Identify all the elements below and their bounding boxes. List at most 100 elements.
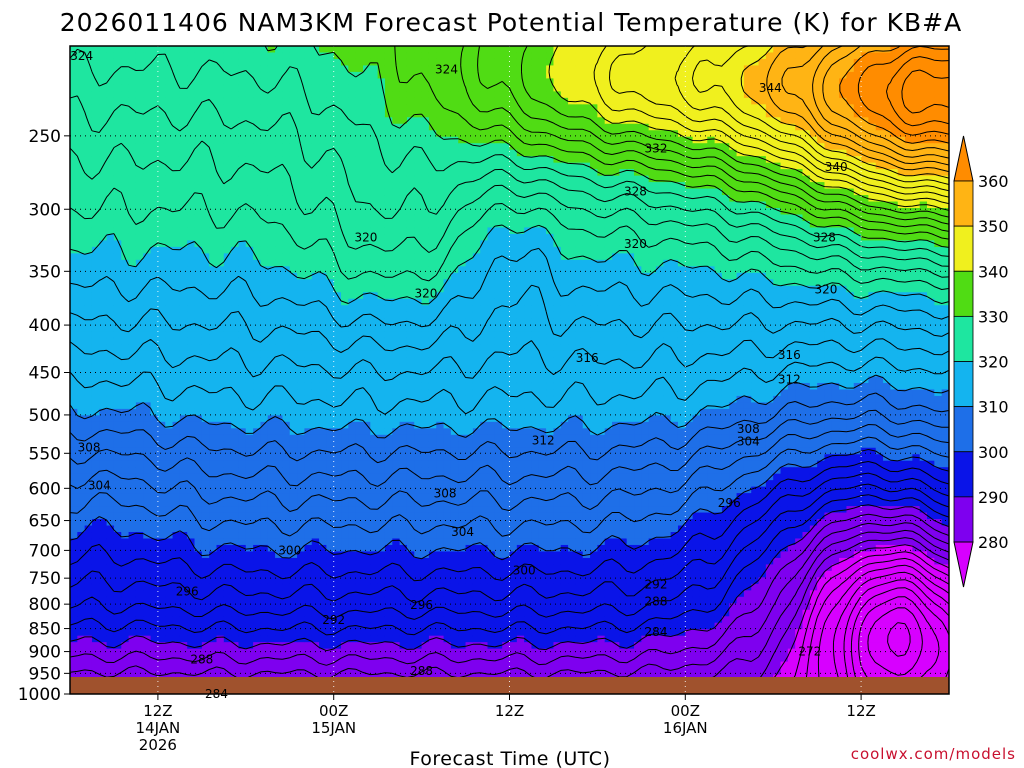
theta-cell [216,110,225,118]
theta-cell [311,642,320,650]
theta-cell [267,447,276,455]
theta-cell [282,58,291,67]
theta-cell [421,318,430,326]
theta-cell [216,577,225,585]
theta-cell [70,97,78,105]
theta-cell [384,130,393,138]
theta-cell [333,311,342,319]
theta-cell [150,570,159,578]
theta-cell [399,577,408,585]
theta-cell [333,460,342,468]
theta-cell [311,97,320,105]
theta-cell [267,532,276,540]
theta-cell [311,292,320,300]
theta-cell [363,603,371,611]
theta-cell [143,259,152,267]
theta-cell [70,389,78,397]
theta-cell [84,175,93,183]
theta-cell [245,668,254,676]
theta-cell [150,149,159,157]
theta-cell [84,71,93,79]
theta-cell [363,460,371,468]
theta-cell [253,220,262,229]
theta-cell [289,46,298,54]
theta-cell [70,214,78,222]
theta-cell [143,201,152,209]
theta-cell [260,337,269,345]
theta-cell [143,525,152,533]
theta-cell [187,259,196,267]
theta-cell [289,272,298,280]
theta-cell [216,357,225,365]
theta-cell [201,447,210,455]
theta-cell [282,246,291,254]
theta-cell [406,214,415,222]
theta-cell [253,661,262,669]
theta-cell [333,408,342,416]
theta-cell [150,538,159,546]
theta-cell [363,376,371,384]
theta-cell [304,253,313,261]
theta-cell [143,253,152,261]
theta-cell [414,382,423,391]
theta-cell [311,130,320,138]
theta-cell [106,357,115,365]
theta-cell [260,570,269,578]
theta-cell [77,233,86,241]
theta-cell [363,583,371,591]
theta-cell [201,493,210,501]
theta-cell [91,136,100,144]
theta-cell [282,480,291,488]
theta-cell [121,382,130,391]
theta-cell [245,551,254,559]
theta-cell [165,149,174,157]
theta-cell [319,97,327,105]
theta-cell [267,58,276,67]
theta-cell [326,389,335,397]
theta-cell [377,311,386,319]
theta-cell [282,143,291,151]
theta-cell [201,389,210,397]
theta-cell [414,389,423,397]
theta-cell [143,65,152,73]
theta-cell [245,117,254,125]
theta-cell [99,233,108,241]
theta-cell [414,434,423,442]
theta-cell [231,182,240,190]
theta-cell [231,52,240,60]
theta-cell [319,298,327,306]
theta-cell [106,331,115,339]
theta-cell [245,460,254,468]
theta-cell [392,298,401,306]
theta-cell [341,143,349,151]
theta-cell [355,389,364,397]
theta-cell [209,58,218,67]
theta-cell [428,370,437,378]
theta-cell [260,91,269,99]
theta-cell [399,454,408,462]
theta-cell [370,104,379,112]
theta-cell [392,668,401,676]
theta-cell [70,512,78,520]
theta-cell [304,324,313,332]
theta-cell [201,480,210,488]
theta-cell [341,331,349,339]
theta-cell [289,441,298,449]
theta-cell [399,110,408,118]
theta-cell [282,434,291,442]
theta-cell [392,551,401,559]
theta-cell [106,58,115,67]
theta-cell [172,292,181,300]
theta-cell [289,65,298,73]
theta-cell [275,97,284,105]
theta-cell [311,182,320,190]
theta-cell [113,544,122,553]
theta-cell [150,596,159,604]
theta-cell [128,655,137,663]
theta-cell [113,661,122,669]
theta-cell [157,46,166,54]
theta-cell [106,389,115,397]
theta-cell [384,642,393,650]
theta-cell [428,259,437,267]
theta-cell [172,130,181,138]
